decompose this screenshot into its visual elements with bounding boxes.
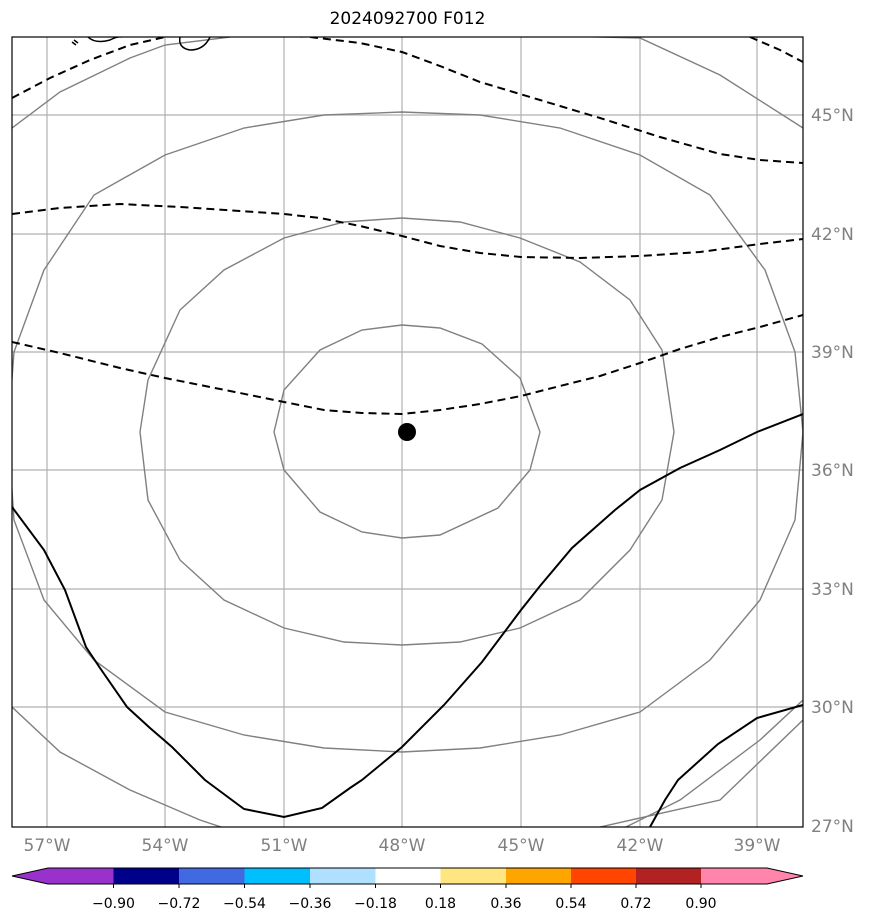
latitude-labels: 45°N 42°N 39°N 36°N 33°N 30°N 27°N (811, 106, 854, 837)
lat-label-39: 39°N (811, 343, 854, 363)
lon-label-54: 54°W (142, 836, 189, 856)
map-frame (11, 36, 804, 828)
colorbar-segment (310, 868, 376, 884)
solid-contour-2 (649, 704, 803, 827)
colorbar-tick-label: −0.54 (223, 896, 266, 912)
dashed-contour-3 (749, 37, 803, 63)
colorbar-high-extension (767, 868, 803, 884)
solid-contours (12, 413, 803, 827)
colorbar-segment (48, 868, 114, 884)
lat-label-30: 30°N (811, 698, 854, 718)
lon-label-42: 42°W (617, 836, 664, 856)
ring-1 (273, 324, 541, 539)
lat-label-27: 27°N (811, 817, 854, 837)
ring-4 (300, 37, 803, 827)
lat-label-42: 42°N (811, 225, 854, 245)
longitude-labels: 57°W 54°W 51°W 48°W 45°W 42°W 39°W (24, 836, 781, 856)
colorbar-segment (701, 868, 767, 884)
solid-contour-1 (12, 413, 803, 819)
colorbar-tick-label: 0.18 (425, 896, 456, 912)
ring-2 (139, 217, 675, 646)
map-title: 2024092700 F012 (329, 9, 486, 29)
colorbar-segment (506, 868, 571, 884)
colorbar-tick-label: −0.36 (289, 896, 332, 912)
colorbar-tick-label: 0.90 (685, 896, 716, 912)
lon-label-48: 48°W (379, 836, 426, 856)
lat-label-33: 33°N (811, 580, 854, 600)
distance-rings (12, 37, 803, 827)
lon-label-45: 45°W (498, 836, 545, 856)
dashed-contour-5 (12, 314, 803, 416)
colorbar-segment (571, 868, 636, 884)
colorbar-segment (440, 868, 506, 884)
lon-label-51: 51°W (261, 836, 308, 856)
ring-5 (12, 37, 231, 129)
lon-label-57: 57°W (24, 836, 71, 856)
ring-7 (624, 699, 803, 827)
colorbar: −0.90 −0.72 −0.54 −0.36 −0.18 0.18 0.36 … (11, 867, 804, 912)
colorbar-segment (636, 868, 701, 884)
colorbar-tick-label: −0.72 (158, 896, 201, 912)
dashed-contour-2 (309, 37, 803, 164)
colorbar-segment (179, 868, 245, 884)
colorbar-tick-label: −0.90 (92, 896, 135, 912)
colorbar-tick-label: −0.18 (354, 896, 397, 912)
ring-3 (12, 111, 803, 753)
colorbar-segment (244, 868, 310, 884)
dashed-contours (12, 37, 803, 416)
colorbar-segment (375, 868, 441, 884)
dashed-contour-4 (12, 202, 803, 260)
colorbar-ticks (113, 884, 702, 888)
colorbar-outline (11, 867, 804, 885)
colorbar-tick-label: 0.36 (490, 896, 521, 912)
lat-label-36: 36°N (811, 461, 854, 481)
colorbar-tick-label: 0.72 (620, 896, 651, 912)
storm-center-marker (398, 423, 416, 441)
dashed-contour-1 (12, 37, 166, 99)
colorbar-low-extension (12, 868, 48, 884)
colorbar-tick-label: 0.54 (555, 896, 586, 912)
colorbar-segment (113, 868, 179, 884)
lon-label-39: 39°W (734, 836, 781, 856)
lat-label-45: 45°N (811, 106, 854, 126)
coastline (71, 37, 211, 51)
ring-6 (12, 706, 224, 827)
